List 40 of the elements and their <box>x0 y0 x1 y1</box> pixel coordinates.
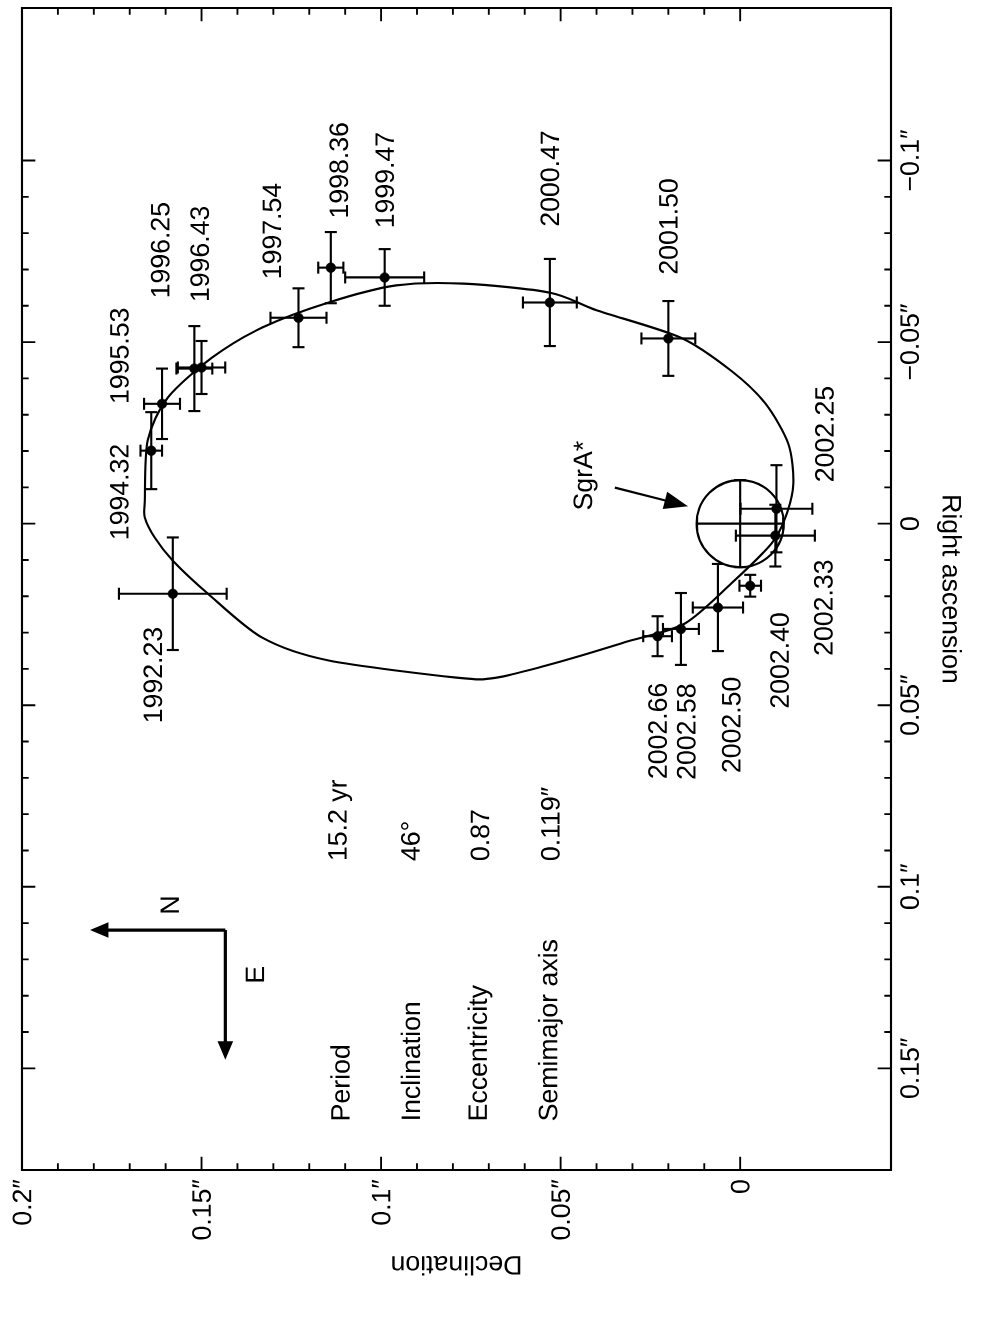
annotation: 2002.58 <box>676 684 696 779</box>
annotation: 2002.33 <box>813 560 833 655</box>
annotation: 1999.47 <box>375 133 395 227</box>
annotation: 15.2 yr <box>327 780 353 860</box>
annotation: 2002.66 <box>648 683 668 778</box>
annotation: 0.87 <box>470 810 490 861</box>
annotation: E <box>245 967 265 982</box>
annotation: 1996.43 <box>190 206 210 301</box>
annotation: 1996.25 <box>150 203 170 297</box>
x-tick-label: 0.05″ <box>551 1179 571 1240</box>
annotation: Eccentricity <box>467 985 493 1120</box>
annotation: 2000.47 <box>540 131 560 226</box>
y-tick-label: 0.1″ <box>900 864 920 909</box>
y-axis-title: Right ascension <box>937 496 962 683</box>
annotation: 46° <box>401 822 420 861</box>
y-tick-label: 0.05″ <box>900 675 920 735</box>
annotation: N <box>160 897 179 913</box>
annotation: 1995.53 <box>109 308 129 402</box>
annotation: 1998.36 <box>329 123 349 217</box>
annotation: 2001.50 <box>658 179 678 274</box>
x-axis-title: Declination <box>392 1255 521 1276</box>
annotation: 0.119″ <box>540 787 560 861</box>
x-tick-label: 0.2″ <box>12 1179 32 1225</box>
y-tick-label: 0.15″ <box>900 1038 920 1098</box>
annotation: Semimajor axis <box>537 940 563 1121</box>
annotation: 2002.25 <box>815 387 834 481</box>
x-tick-label: 0.1″ <box>371 1179 391 1225</box>
x-tick-label: 0 <box>730 1180 750 1193</box>
annotation: Period <box>330 1046 350 1120</box>
annotation: Inclination <box>400 1003 421 1119</box>
annotation: 2002.50 <box>721 677 741 772</box>
annotation: 2002.40 <box>770 613 789 708</box>
annotation: 1992.23 <box>143 628 163 722</box>
text: SgrA* <box>573 441 598 510</box>
y-tick-label: −0.05″ <box>900 304 920 380</box>
annotation: 1997.54 <box>262 183 282 278</box>
x-tick-label: 0.15″ <box>192 1179 211 1240</box>
y-tick-label: 0 <box>900 517 920 531</box>
annotation: 1994.32 <box>109 445 129 539</box>
y-tick-label: −0.1″ <box>900 129 920 191</box>
